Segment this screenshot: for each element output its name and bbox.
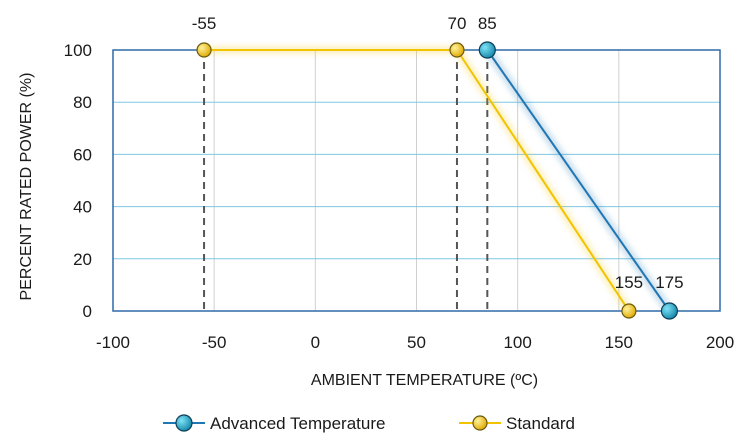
top-annotation: 70: [448, 14, 467, 33]
series-line-advanced: [486, 49, 671, 312]
top-annotation: 85: [478, 14, 497, 33]
x-tick-label: 150: [605, 333, 633, 352]
top-annotation: -55: [192, 14, 217, 33]
x-tick-label: -100: [96, 333, 130, 352]
x-tick-label: 200: [706, 333, 734, 352]
y-tick-label: 40: [73, 198, 92, 217]
x-tick-label: 0: [311, 333, 320, 352]
x-axis-title: AMBIENT TEMPERATURE (ºC): [311, 372, 538, 389]
point-annotation: 175: [655, 273, 683, 292]
legend-item-standard: Standard: [459, 414, 575, 433]
series-lines: [204, 46, 673, 314]
y-tick-label: 100: [64, 41, 92, 60]
standard-marker: [621, 303, 637, 319]
x-tick-label: -50: [202, 333, 227, 352]
dashed-guides: [203, 50, 489, 311]
advanced-marker: [660, 302, 679, 320]
legend-marker: [472, 415, 488, 431]
y-axis-title: PERCENT RATED POWER (%): [18, 73, 35, 301]
legend-marker: [175, 414, 193, 432]
x-tick-label: 50: [407, 333, 426, 352]
y-tick-label: 80: [73, 93, 92, 112]
series-markers: [196, 41, 679, 320]
standard-marker: [196, 42, 212, 58]
y-tick-label: 20: [73, 250, 92, 269]
standard-marker: [449, 42, 465, 58]
labels: -100 -50 0 50 100 150 200 0 20 40 60 80 100 -55 70 85 15…: [18, 14, 734, 389]
legend-label: Standard: [506, 414, 575, 433]
y-tick-label: 0: [83, 302, 92, 321]
legend: Advanced Temperature Standard: [163, 414, 575, 433]
legend-item-advanced: Advanced Temperature: [163, 414, 385, 433]
y-tick-label: 60: [73, 145, 92, 164]
point-annotation: 155: [615, 273, 643, 292]
x-tick-label: 100: [503, 333, 531, 352]
legend-label: Advanced Temperature: [210, 414, 385, 433]
advanced-marker: [478, 41, 496, 59]
